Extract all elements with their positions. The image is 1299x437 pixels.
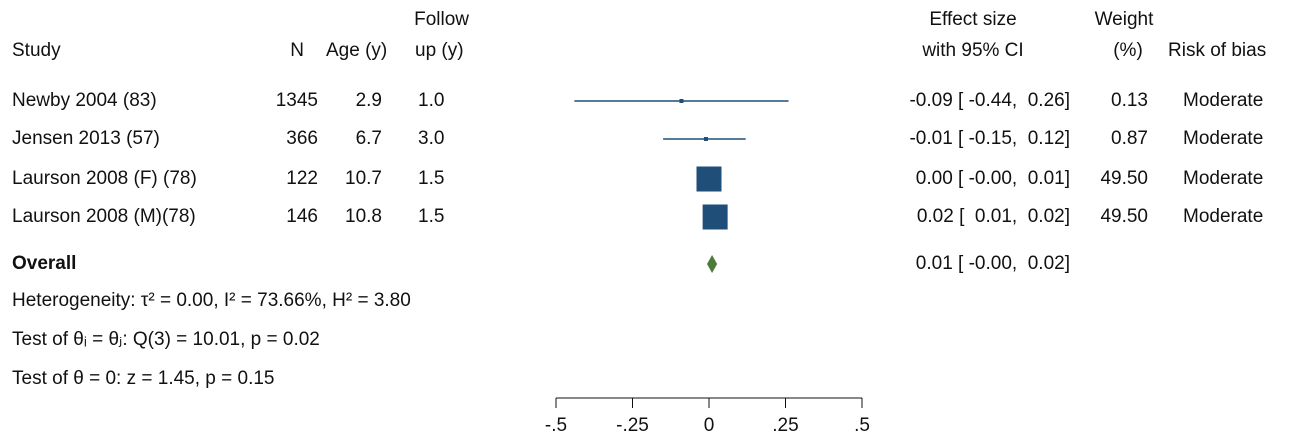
risk-of-bias: Moderate (1183, 168, 1263, 189)
header-follow-up: Follow (414, 9, 469, 30)
header-age: Age (y) (326, 40, 387, 61)
note: Test of θ = 0: z = 1.45, p = 0.15 (12, 368, 274, 389)
x-tick-label: .25 (772, 415, 798, 436)
study-name: Jensen 2013 (57) (12, 128, 160, 149)
header-weight: Weight (1095, 9, 1155, 30)
effect-square (702, 204, 728, 230)
follow-up-value: 3.0 (418, 128, 444, 149)
header-risk: Risk of bias (1168, 40, 1266, 61)
age-value: 10.8 (345, 206, 382, 227)
overall-label: Overall (12, 253, 76, 274)
effect-square (696, 166, 722, 192)
risk-of-bias: Moderate (1183, 90, 1263, 111)
effect-label: -0.01 [ -0.15, 0.12] (909, 128, 1070, 149)
overall-effect-label: 0.01 [ -0.00, 0.02] (916, 253, 1070, 274)
follow-up-value: 1.0 (418, 90, 444, 111)
n-value: 1345 (276, 90, 318, 111)
n-value: 366 (286, 128, 318, 149)
header-effect: with 95% CI (921, 40, 1023, 61)
header-weight: (%) (1113, 40, 1143, 61)
header-effect: Effect size (929, 9, 1016, 30)
x-tick-label: .5 (854, 415, 870, 436)
n-value: 122 (286, 168, 318, 189)
study-name: Newby 2004 (83) (12, 90, 157, 111)
effect-label: -0.09 [ -0.44, 0.26] (909, 90, 1070, 111)
n-value: 146 (286, 206, 318, 227)
overall-diamond (707, 255, 718, 273)
effect-square (679, 99, 684, 103)
note: Heterogeneity: τ² = 0.00, I² = 73.66%, H… (12, 290, 411, 311)
effect-label: 0.02 [ 0.01, 0.02] (917, 206, 1070, 227)
weight-label: 0.13 (1111, 90, 1148, 111)
age-value: 2.9 (356, 90, 382, 111)
weight-label: 0.87 (1111, 128, 1148, 149)
effect-label: 0.00 [ -0.00, 0.01] (916, 168, 1070, 189)
header-n: N (290, 40, 304, 61)
x-tick-label: -.25 (616, 415, 649, 436)
note: Test of θᵢ = θⱼ: Q(3) = 10.01, p = 0.02 (12, 329, 320, 350)
header-follow-up: up (y) (415, 40, 464, 61)
study-name: Laurson 2008 (M)(78) (12, 206, 196, 227)
follow-up-value: 1.5 (418, 206, 444, 227)
age-value: 10.7 (345, 168, 382, 189)
x-tick-label: 0 (704, 415, 715, 436)
study-name: Laurson 2008 (F) (78) (12, 168, 197, 189)
header-study: Study (12, 40, 61, 61)
follow-up-value: 1.5 (418, 168, 444, 189)
weight-label: 49.50 (1100, 206, 1148, 227)
x-tick-label: -.5 (545, 415, 567, 436)
weight-label: 49.50 (1100, 168, 1148, 189)
risk-of-bias: Moderate (1183, 128, 1263, 149)
age-value: 6.7 (356, 128, 382, 149)
effect-square (703, 137, 708, 141)
risk-of-bias: Moderate (1183, 206, 1263, 227)
